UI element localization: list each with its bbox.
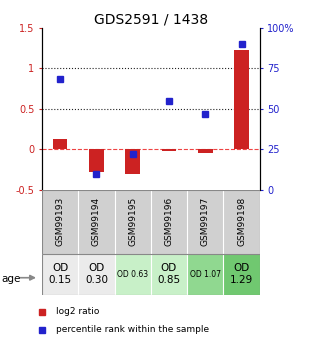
Bar: [223, 254, 260, 295]
Text: percentile rank within the sample: percentile rank within the sample: [56, 325, 209, 334]
Bar: [223, 190, 260, 254]
Bar: [42, 254, 78, 295]
Bar: [53, 139, 67, 149]
Bar: [151, 190, 187, 254]
Text: OD 1.07: OD 1.07: [190, 270, 221, 279]
Text: log2 ratio: log2 ratio: [56, 307, 99, 316]
Bar: [78, 254, 114, 295]
Text: GSM99196: GSM99196: [165, 197, 174, 246]
Text: OD
0.30: OD 0.30: [85, 264, 108, 285]
Bar: [42, 190, 78, 254]
Bar: [198, 149, 212, 153]
Bar: [114, 254, 151, 295]
Title: GDS2591 / 1438: GDS2591 / 1438: [94, 12, 208, 27]
Text: OD 0.63: OD 0.63: [117, 270, 148, 279]
Bar: [234, 50, 249, 149]
Text: GSM99194: GSM99194: [92, 197, 101, 246]
Bar: [78, 190, 114, 254]
Bar: [89, 149, 104, 172]
Bar: [125, 149, 140, 174]
Text: GSM99198: GSM99198: [237, 197, 246, 246]
Text: OD
0.15: OD 0.15: [49, 264, 72, 285]
Bar: [151, 254, 187, 295]
Text: OD
0.85: OD 0.85: [157, 264, 181, 285]
Bar: [187, 190, 223, 254]
Text: GSM99193: GSM99193: [56, 197, 65, 246]
Text: age: age: [2, 274, 21, 284]
Text: GSM99195: GSM99195: [128, 197, 137, 246]
Bar: [114, 190, 151, 254]
Text: GSM99197: GSM99197: [201, 197, 210, 246]
Text: OD
1.29: OD 1.29: [230, 264, 253, 285]
Bar: [187, 254, 223, 295]
Bar: [162, 149, 176, 151]
